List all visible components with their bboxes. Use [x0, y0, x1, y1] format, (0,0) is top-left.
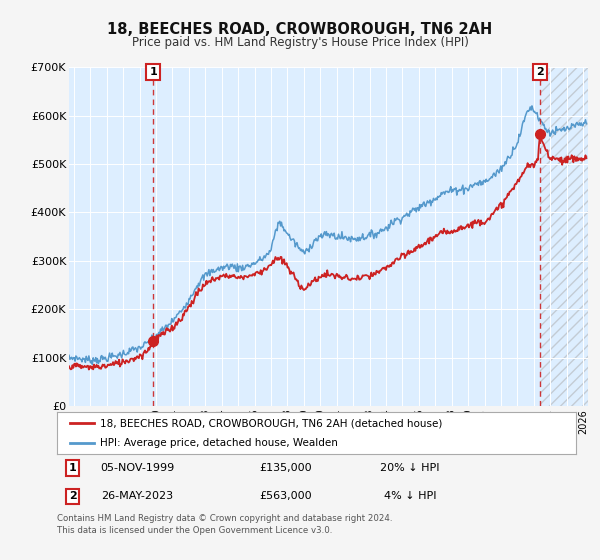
Text: Price paid vs. HM Land Registry's House Price Index (HPI): Price paid vs. HM Land Registry's House … — [131, 36, 469, 49]
Text: 18, BEECHES ROAD, CROWBOROUGH, TN6 2AH (detached house): 18, BEECHES ROAD, CROWBOROUGH, TN6 2AH (… — [100, 418, 442, 428]
Bar — [540, 67, 588, 406]
Text: 26-MAY-2023: 26-MAY-2023 — [101, 491, 173, 501]
Text: 4% ↓ HPI: 4% ↓ HPI — [383, 491, 436, 501]
Text: This data is licensed under the Open Government Licence v3.0.: This data is licensed under the Open Gov… — [57, 526, 332, 535]
Text: Contains HM Land Registry data © Crown copyright and database right 2024.: Contains HM Land Registry data © Crown c… — [57, 514, 392, 523]
Text: 1: 1 — [149, 67, 157, 77]
Text: HPI: Average price, detached house, Wealden: HPI: Average price, detached house, Weal… — [100, 438, 337, 447]
Text: 05-NOV-1999: 05-NOV-1999 — [100, 463, 175, 473]
Text: £563,000: £563,000 — [259, 491, 311, 501]
Text: 1: 1 — [68, 463, 76, 473]
Text: 2: 2 — [536, 67, 544, 77]
Text: 20% ↓ HPI: 20% ↓ HPI — [380, 463, 440, 473]
Text: £135,000: £135,000 — [259, 463, 311, 473]
Text: 2: 2 — [68, 491, 76, 501]
Text: 18, BEECHES ROAD, CROWBOROUGH, TN6 2AH: 18, BEECHES ROAD, CROWBOROUGH, TN6 2AH — [107, 22, 493, 38]
